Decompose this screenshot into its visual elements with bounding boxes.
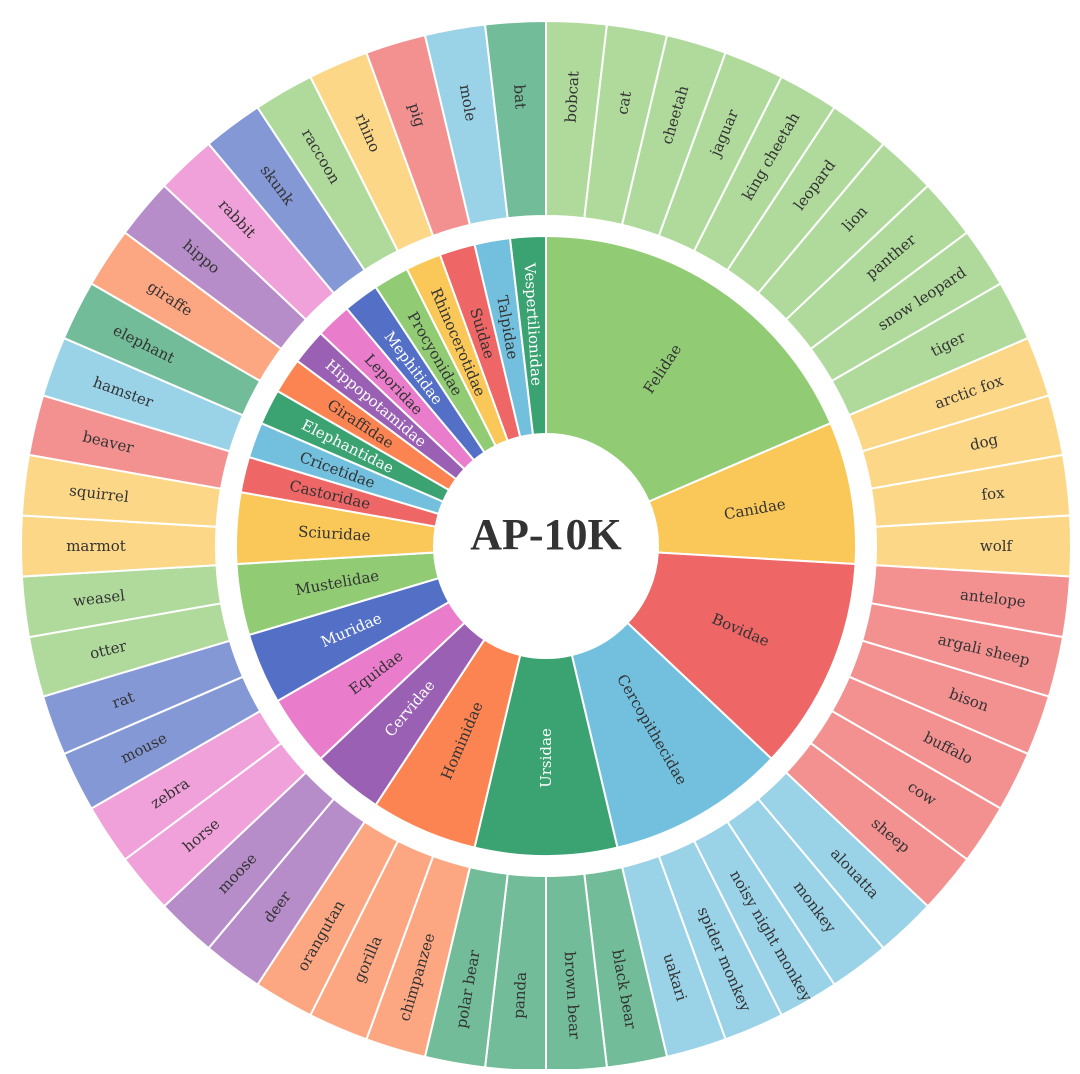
species-segment-bat [483, 19, 547, 220]
chart-title: AP-10K [470, 510, 622, 559]
species-label-wolf: wolf [980, 537, 1014, 555]
species-label-cat: cat [613, 90, 635, 116]
family-segment-cercopithecidae [570, 621, 773, 849]
family-label-sciuridae: Sciuridae [298, 523, 372, 545]
species-label-bat: bat [510, 84, 529, 110]
family-segment-vespertilionidae [508, 234, 547, 436]
species-label-brown-bear: brown bear [561, 951, 584, 1040]
species-label-fox: fox [980, 483, 1006, 504]
species-label-marmot: marmot [66, 537, 126, 555]
family-ring: FelidaeCanidaeBovidaeCercopithecidaeUrsi… [235, 234, 857, 857]
family-segment-bovidae [626, 551, 857, 761]
species-label-bobcat: bobcat [562, 70, 583, 123]
species-label-weasel: weasel [72, 586, 126, 610]
family-label-ursidae: Ursidae [537, 728, 555, 788]
species-label-panda: panda [509, 971, 530, 1019]
family-segment-felidae [545, 234, 832, 503]
